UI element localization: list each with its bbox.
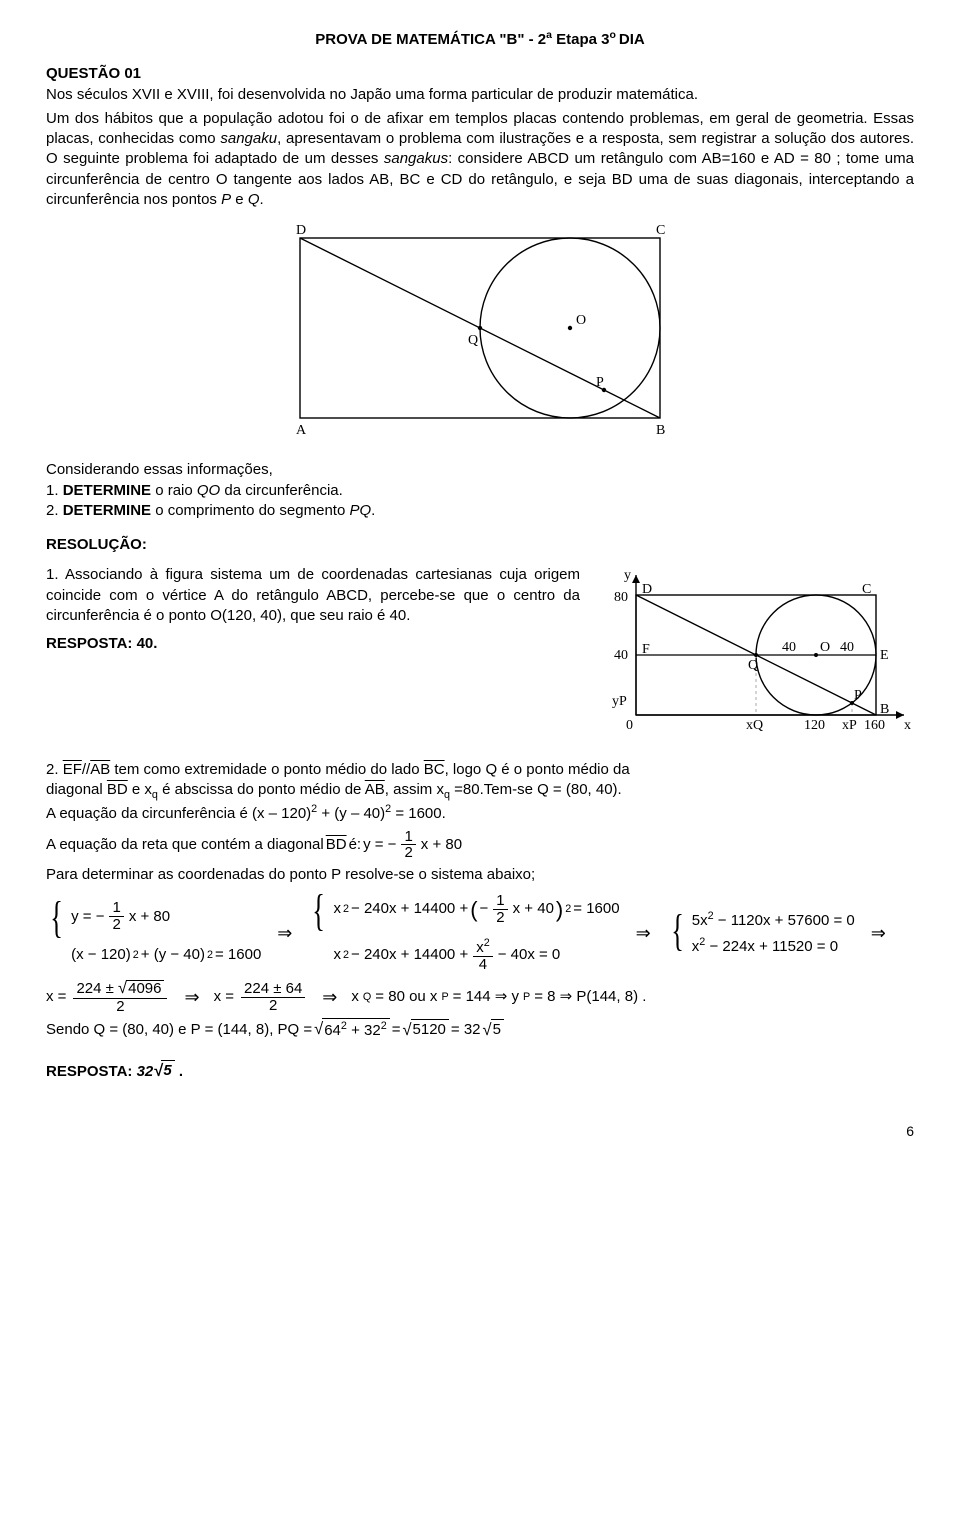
- svg-text:160: 160: [864, 718, 885, 733]
- title-p5: DIA: [619, 31, 645, 48]
- task-1: 1. DETERMINE o raio QO da circunferência…: [46, 481, 914, 501]
- svg-text:B: B: [880, 702, 889, 717]
- page-number: 6: [46, 1122, 914, 1141]
- figure1-svg: D C A B O Q P: [270, 218, 690, 448]
- intro-p1: Nos séculos XVII e XVIII, foi desenvolvi…: [46, 85, 914, 105]
- svg-text:C: C: [862, 582, 871, 597]
- svg-text:P: P: [596, 375, 604, 390]
- figure-2: y x 80 40 D C F E O 40 40 Q P B yP 0 xQ …: [604, 565, 914, 741]
- brace-mid: { x2 − 240x + 14400 + ( − 12 x + 40 )2 =…: [308, 889, 619, 976]
- svg-text:E: E: [880, 648, 889, 663]
- svg-text:yP: yP: [612, 694, 627, 709]
- svg-text:80: 80: [614, 590, 628, 605]
- final-row: Sendo Q = (80, 40) e P = (144, 8), PQ = …: [46, 1018, 914, 1041]
- svg-text:40: 40: [614, 648, 628, 663]
- svg-text:C: C: [656, 223, 665, 238]
- i2e: .: [259, 191, 263, 208]
- sol2-p5: Para determinar as coordenadas do ponto …: [46, 865, 914, 885]
- svg-text:40: 40: [782, 640, 796, 655]
- i2i1: sangaku: [220, 130, 277, 147]
- title-p1: PROVA DE MATEMÁTICA "B" - 2: [315, 31, 546, 48]
- svg-text:40: 40: [840, 640, 854, 655]
- svg-text:P: P: [854, 688, 862, 703]
- solution-1-row: 1. Associando à figura sistema um de coo…: [46, 565, 914, 741]
- resp2: RESPOSTA: 32√5 .: [46, 1060, 914, 1082]
- svg-text:Q: Q: [468, 333, 478, 348]
- figure-1: D C A B O Q P: [46, 218, 914, 454]
- svg-text:B: B: [656, 423, 665, 438]
- svg-text:D: D: [642, 582, 652, 597]
- resp1: RESPOSTA: 40.: [46, 634, 580, 654]
- i2i3: P: [221, 191, 231, 208]
- arrow-3: ⇒: [871, 921, 886, 945]
- brace-left: { y = − 12 x + 80 (x − 120)2 + (y − 40)2…: [46, 896, 261, 969]
- question-header: QUESTÃO 01: [46, 64, 914, 84]
- svg-text:0: 0: [626, 718, 633, 733]
- arrow-1: ⇒: [277, 921, 292, 945]
- svg-text:F: F: [642, 642, 650, 657]
- svg-text:xP: xP: [842, 718, 857, 733]
- title-sup2: o: [610, 29, 619, 41]
- svg-text:xQ: xQ: [746, 718, 763, 733]
- svg-text:O: O: [820, 640, 830, 655]
- consider-line: Considerando essas informações,: [46, 460, 914, 480]
- task-2: 2. DETERMINE o comprimento do segmento P…: [46, 501, 914, 521]
- intro-p2: Um dos hábitos que a população adotou fo…: [46, 109, 914, 210]
- sol2-p1: 2. EF//AB tem como extremidade o ponto m…: [46, 760, 914, 780]
- svg-text:A: A: [296, 423, 307, 438]
- exam-title: PROVA DE MATEMÁTICA "B" - 2a Etapa 3o DI…: [46, 28, 914, 50]
- sol2-p2: diagonal BD e xq é abscissa do ponto méd…: [46, 780, 914, 803]
- i2d: e: [231, 191, 248, 208]
- roots-row: x = 224 ± √4096 2 ⇒ x = 224 ± 64 2 ⇒ xQ …: [46, 980, 914, 1014]
- sol2-p4: A equação da reta que contém a diagonal …: [46, 829, 914, 862]
- sol2-p3: A equação da circunferência é (x – 120)2…: [46, 802, 914, 824]
- brace-right: { 5x2 − 1120x + 57600 = 0 x2 − 224x + 11…: [667, 909, 855, 958]
- i2i2: sangakus: [384, 150, 448, 167]
- system-row: { y = − 12 x + 80 (x − 120)2 + (y − 40)2…: [46, 889, 914, 976]
- sol1: 1. Associando à figura sistema um de coo…: [46, 565, 580, 626]
- i2i4: Q: [248, 191, 260, 208]
- title-p3: Etapa 3: [552, 31, 610, 48]
- svg-text:D: D: [296, 223, 306, 238]
- arrow-2: ⇒: [636, 921, 651, 945]
- svg-text:Q: Q: [748, 658, 758, 673]
- svg-text:x: x: [904, 718, 911, 733]
- figure2-svg: y x 80 40 D C F E O 40 40 Q P B yP 0 xQ …: [604, 565, 914, 735]
- svg-text:y: y: [624, 568, 631, 583]
- svg-text:120: 120: [804, 718, 825, 733]
- resolution-header: RESOLUÇÃO:: [46, 535, 914, 555]
- svg-text:O: O: [576, 313, 586, 328]
